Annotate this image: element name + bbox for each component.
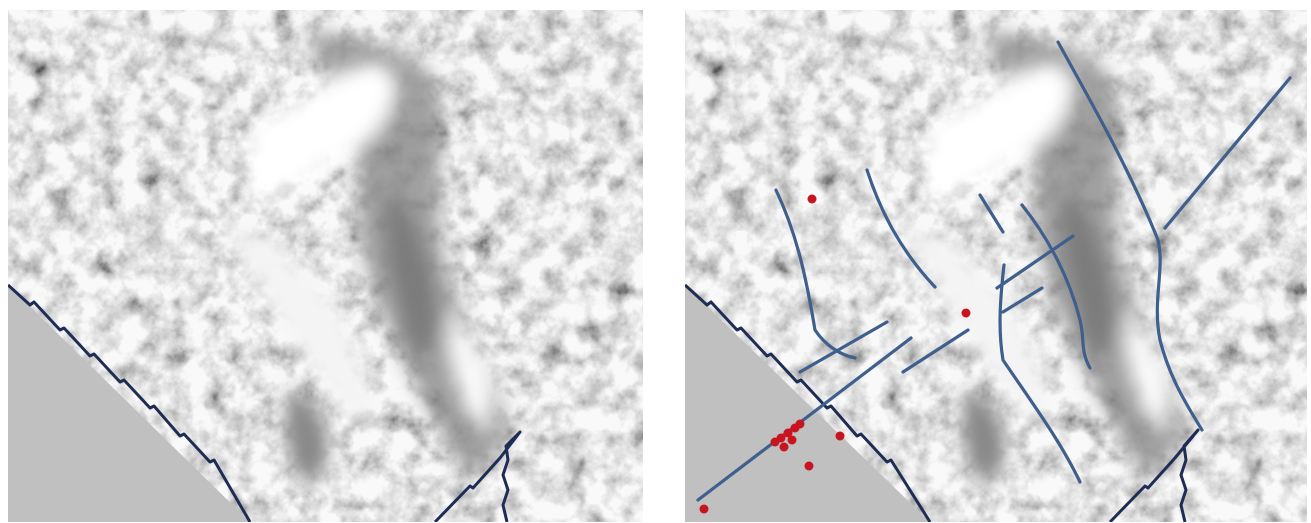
point	[962, 309, 971, 318]
point	[788, 436, 797, 445]
left-panel	[8, 10, 648, 522]
point	[796, 420, 805, 429]
page: {} html, body { margin: 0; padding: 0; b…	[0, 0, 1311, 523]
point	[780, 443, 789, 452]
screenshot	[0, 0, 1311, 523]
point	[836, 432, 845, 441]
point	[700, 505, 709, 514]
page-body	[0, 0, 1311, 523]
right-panel	[685, 10, 1311, 522]
point	[808, 195, 817, 204]
point	[805, 462, 814, 471]
